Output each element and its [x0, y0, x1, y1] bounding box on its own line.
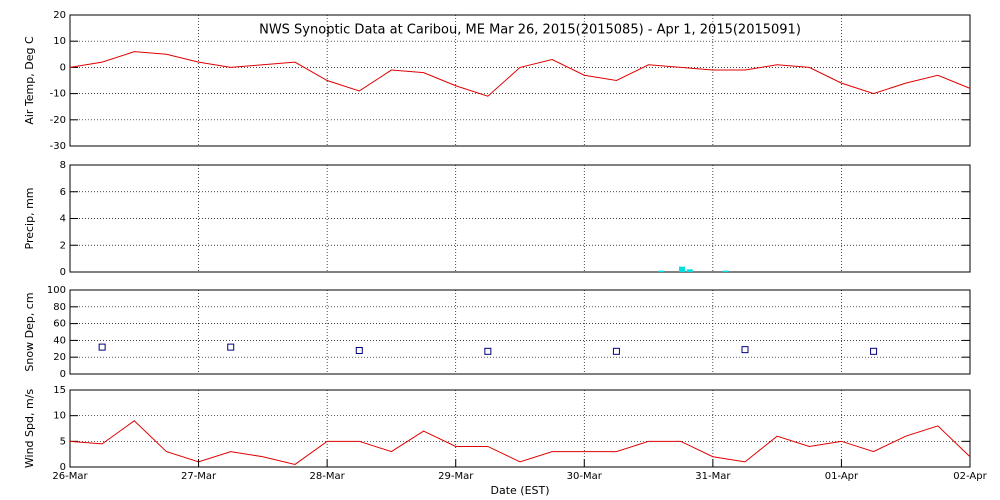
y-axis-label: Precip, mm	[23, 188, 36, 250]
y-axis-label: Snow Dep, cm	[23, 292, 36, 371]
point	[355, 346, 363, 354]
y-tick-label: 0	[60, 369, 66, 380]
y-axis-label: Air Temp, Deg C	[23, 36, 36, 125]
bar	[686, 269, 693, 272]
y-tick-label: 10	[53, 411, 66, 422]
x-tick-label: 28-Mar	[310, 471, 346, 482]
point	[98, 343, 106, 351]
y-axis-label: Wind Spd, m/s	[23, 389, 36, 469]
bar	[722, 270, 729, 272]
point	[227, 343, 235, 351]
x-tick-label: 27-Mar	[181, 471, 217, 482]
panel-frame	[69, 289, 971, 375]
bar	[679, 266, 685, 272]
y-tick-label: 20	[53, 352, 66, 363]
y-tick-label: 40	[53, 335, 66, 346]
y-tick-label: 20	[53, 10, 66, 21]
bar	[658, 270, 665, 272]
y-tick-label: -20	[50, 115, 66, 126]
y-tick-label: 0	[60, 462, 66, 473]
y-tick-label: 0	[60, 62, 66, 73]
point	[741, 346, 749, 354]
chart-title: NWS Synoptic Data at Caribou, ME Mar 26,…	[259, 23, 801, 38]
point	[484, 347, 492, 355]
y-tick-label: 80	[53, 302, 66, 313]
data-line	[69, 51, 971, 97]
y-tick-label: 4	[60, 214, 66, 225]
point	[870, 347, 878, 355]
y-tick-label: -30	[50, 141, 66, 152]
y-tick-label: 60	[53, 319, 66, 330]
x-tick-label: 31-Mar	[695, 471, 731, 482]
x-tick-label: 02-Apr	[953, 471, 987, 482]
panel-frame	[69, 14, 971, 147]
x-tick-label: 26-Mar	[52, 471, 88, 482]
panel-frame	[69, 389, 971, 468]
y-tick-label: 6	[60, 187, 66, 198]
x-tick-label: 01-Apr	[825, 471, 859, 482]
y-tick-label: 0	[60, 267, 66, 278]
x-tick-label: 29-Mar	[438, 471, 474, 482]
y-tick-label: 2	[60, 240, 66, 251]
point	[612, 347, 620, 355]
x-tick-label: 30-Mar	[567, 471, 603, 482]
y-tick-label: -10	[50, 89, 66, 100]
panel-frame	[69, 164, 971, 273]
y-tick-label: 15	[53, 385, 66, 396]
y-tick-label: 10	[53, 36, 66, 47]
y-tick-label: 8	[60, 160, 66, 171]
y-tick-label: 5	[60, 436, 66, 447]
data-line	[69, 420, 971, 465]
x-axis-label: Date (EST)	[490, 484, 549, 497]
y-tick-label: 100	[47, 285, 66, 296]
